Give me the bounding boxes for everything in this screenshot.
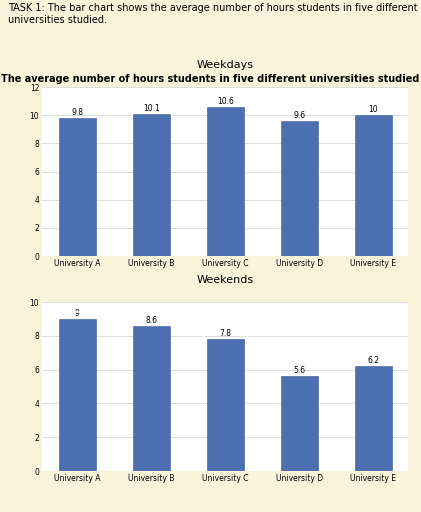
Bar — [207, 106, 244, 256]
Bar — [59, 118, 96, 256]
Text: 10.6: 10.6 — [217, 97, 234, 105]
Text: 9.6: 9.6 — [293, 111, 305, 120]
Text: 5.6: 5.6 — [293, 366, 305, 375]
Text: 6.2: 6.2 — [367, 356, 379, 365]
Bar — [133, 326, 170, 471]
Text: 9: 9 — [75, 309, 80, 318]
Bar — [207, 339, 244, 471]
Bar — [281, 376, 318, 471]
Text: TASK 1: The bar chart shows the average number of hours students in five differe: TASK 1: The bar chart shows the average … — [8, 3, 418, 25]
Text: 9.8: 9.8 — [71, 108, 83, 117]
Bar — [355, 115, 392, 256]
Text: 10: 10 — [368, 105, 378, 114]
Text: 8.6: 8.6 — [145, 315, 157, 325]
Text: Weekdays: Weekdays — [197, 60, 254, 70]
Bar — [355, 366, 392, 471]
Bar — [59, 319, 96, 471]
Text: 10.1: 10.1 — [143, 103, 160, 113]
Bar — [133, 114, 170, 256]
Text: The average number of hours students in five different universities studied: The average number of hours students in … — [1, 74, 420, 84]
Text: Weekends: Weekends — [197, 275, 254, 285]
Text: 7.8: 7.8 — [219, 329, 231, 338]
Bar — [281, 121, 318, 256]
